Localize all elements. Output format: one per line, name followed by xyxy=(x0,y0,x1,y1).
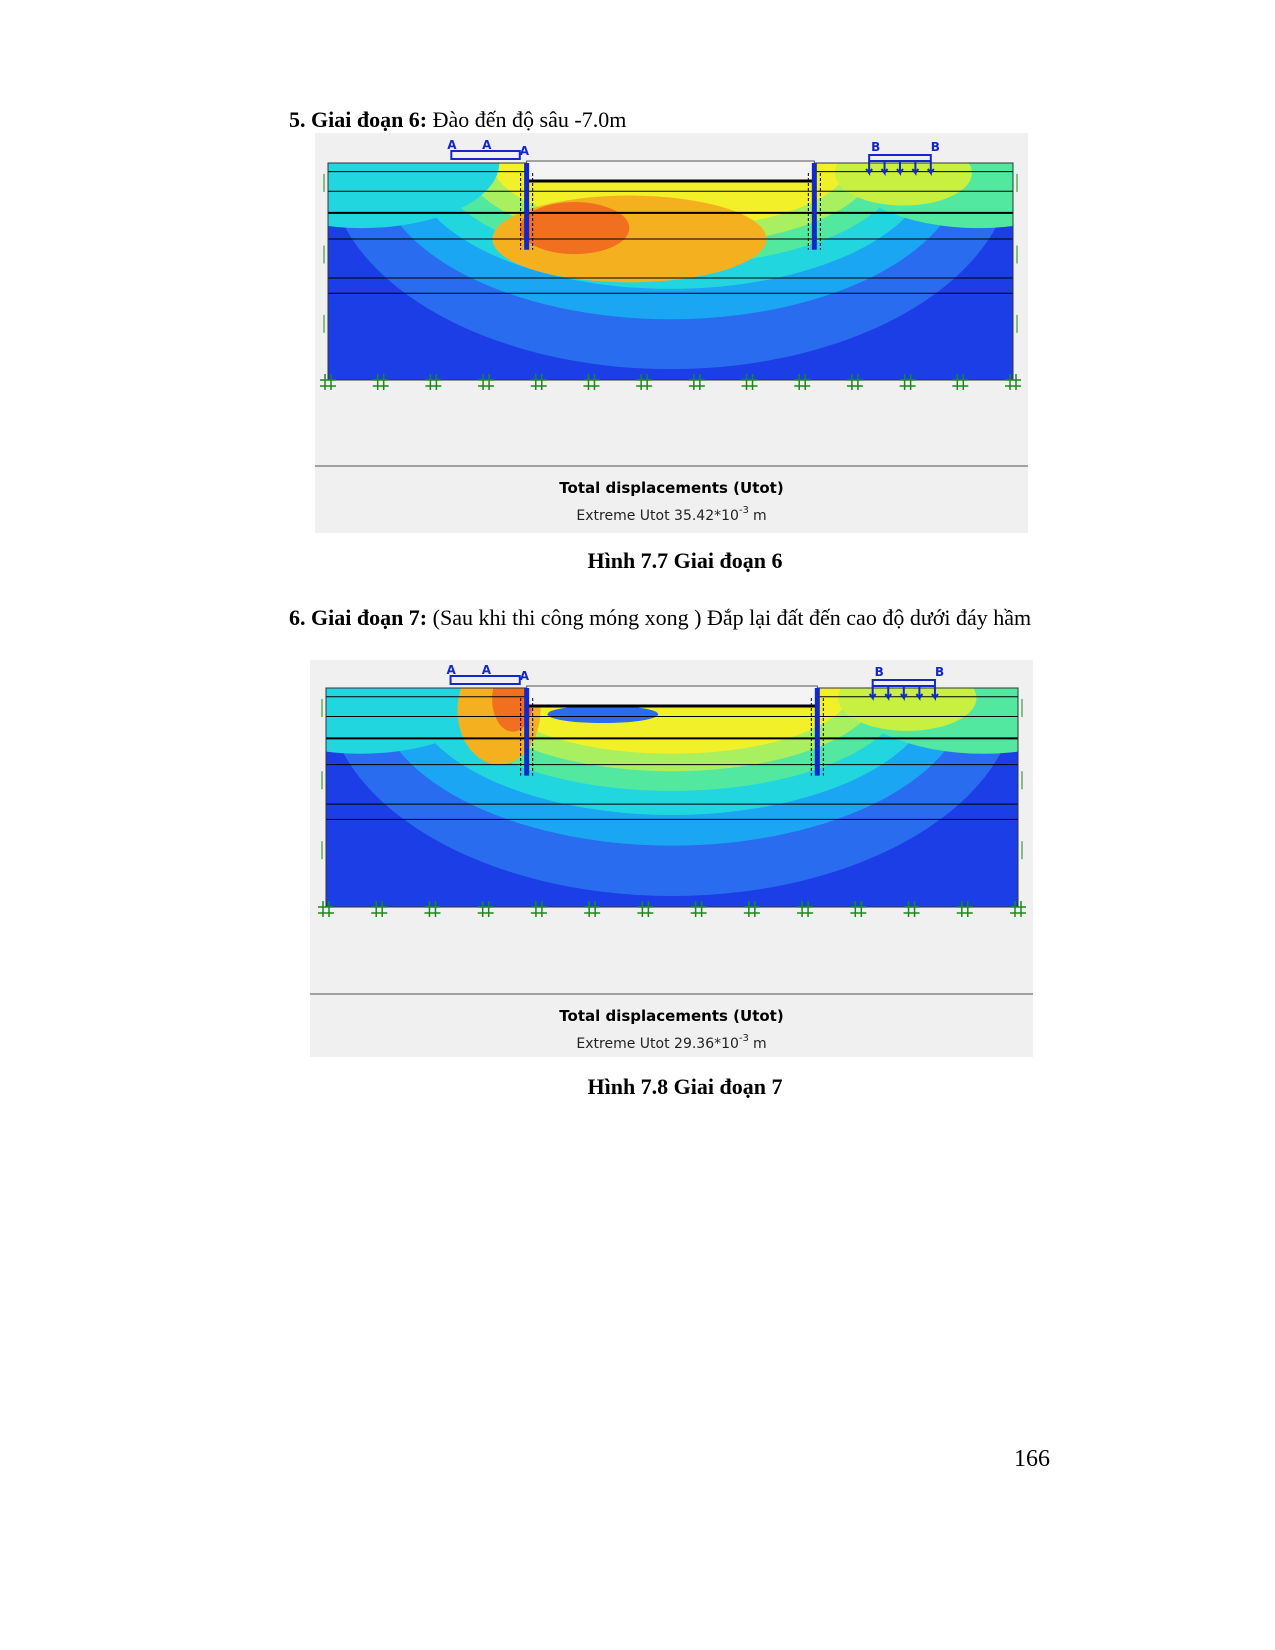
load-arrow xyxy=(900,686,908,701)
figure-caption: Hình 7.8 Giai đoạn 7 xyxy=(587,1074,783,1099)
load-arrow xyxy=(931,686,939,701)
load-label: A xyxy=(482,663,492,677)
load-label: B xyxy=(875,665,884,679)
load-arrow xyxy=(927,161,935,176)
fixity xyxy=(425,374,442,390)
exponent: -3 xyxy=(739,505,749,516)
fixity xyxy=(424,901,441,917)
figure: A A A B B Total displacements (Utot) Extreme U… xyxy=(315,133,1028,533)
load-label: B xyxy=(931,140,940,154)
load-a xyxy=(450,150,521,160)
section-number: 5. xyxy=(289,107,306,132)
contour-band xyxy=(834,163,972,206)
fixity xyxy=(850,901,867,917)
extreme-value: Extreme Utot 35.42*10-3 m xyxy=(576,505,766,524)
section-heading: 6. Giai đoạn 7: (Sau khi thi công móng x… xyxy=(289,604,1056,632)
fixity xyxy=(583,374,600,390)
load-label: A xyxy=(482,138,492,152)
fixity xyxy=(530,901,547,917)
section-title: Giai đoạn 6: xyxy=(311,107,428,132)
load-arrow xyxy=(880,161,889,176)
extreme-label: Extreme Utot 29.36*10 xyxy=(576,1036,739,1052)
contour-band xyxy=(492,688,534,732)
unit: m xyxy=(753,1036,767,1052)
load-label: A xyxy=(520,144,530,158)
load-arrow xyxy=(884,686,893,701)
fixity xyxy=(320,374,336,390)
fixity xyxy=(903,901,920,917)
legend-title: Total displacements (Utot) xyxy=(559,479,783,497)
fixity xyxy=(688,374,705,390)
load-label: A xyxy=(520,669,530,683)
load-label: B xyxy=(871,140,880,154)
figure-graphic: A A A B B Total displacements (Utot) Extreme U… xyxy=(310,663,1033,1052)
fixity xyxy=(478,374,495,390)
fixity xyxy=(584,901,601,917)
fixity xyxy=(1005,374,1021,390)
fixity xyxy=(637,901,654,917)
legend-title: Total displacements (Utot) xyxy=(559,1007,783,1025)
load-arrow xyxy=(868,686,877,701)
excavation xyxy=(526,160,815,182)
contour-band xyxy=(519,202,630,255)
fixity xyxy=(846,374,863,390)
fixity xyxy=(743,901,760,917)
load-label: A xyxy=(447,138,457,152)
fixity xyxy=(794,374,811,390)
fixity xyxy=(477,901,494,917)
figure-caption: Hình 7.7 Giai đoạn 6 xyxy=(587,548,783,573)
fixity xyxy=(690,901,707,917)
fixity xyxy=(899,374,916,390)
load-b xyxy=(868,154,932,162)
load-b xyxy=(871,679,936,687)
section-text: (Sau khi thi công móng xong ) Đắp lại đấ… xyxy=(432,605,1032,630)
extreme-value: Extreme Utot 29.36*10-3 m xyxy=(576,1033,766,1052)
fixity xyxy=(952,374,969,390)
contour-band xyxy=(547,705,659,724)
load-arrow xyxy=(915,686,924,701)
load-label: B xyxy=(935,665,944,679)
load-arrow xyxy=(896,161,904,176)
section-text: Đào đến độ sâu -7.0m xyxy=(432,107,627,132)
fixity xyxy=(530,374,547,390)
fixity xyxy=(741,374,758,390)
section-heading: 5. Giai đoạn 6: Đào đến độ sâu -7.0m xyxy=(289,106,1056,134)
figure: A A A B B Total displacements (Utot) Extreme U… xyxy=(310,660,1033,1057)
fixity xyxy=(956,901,973,917)
contour-plot xyxy=(328,163,1013,380)
fixity xyxy=(371,901,388,917)
extreme-label: Extreme Utot 35.42*10 xyxy=(576,508,739,524)
excavation xyxy=(526,685,818,707)
section-title: Giai đoạn 7: xyxy=(311,605,428,630)
load-arrow xyxy=(911,161,920,176)
contour-plot xyxy=(326,688,1018,907)
fixity xyxy=(318,901,334,917)
load-label: A xyxy=(447,663,457,677)
unit: m xyxy=(753,508,767,524)
contour-band xyxy=(328,163,500,229)
contour-band xyxy=(838,688,977,731)
load-arrow xyxy=(865,161,873,176)
page-number: 166 xyxy=(1014,1446,1050,1472)
exponent: -3 xyxy=(739,1033,749,1044)
fixity xyxy=(636,374,653,390)
section-number: 6. xyxy=(289,605,306,630)
fixity xyxy=(797,901,814,917)
figure-graphic: A A A B B Total displacements (Utot) Extreme U… xyxy=(315,138,1028,524)
fixity xyxy=(1010,901,1026,917)
load-a xyxy=(449,675,521,685)
contour-band xyxy=(326,688,499,754)
fixity xyxy=(372,374,389,390)
